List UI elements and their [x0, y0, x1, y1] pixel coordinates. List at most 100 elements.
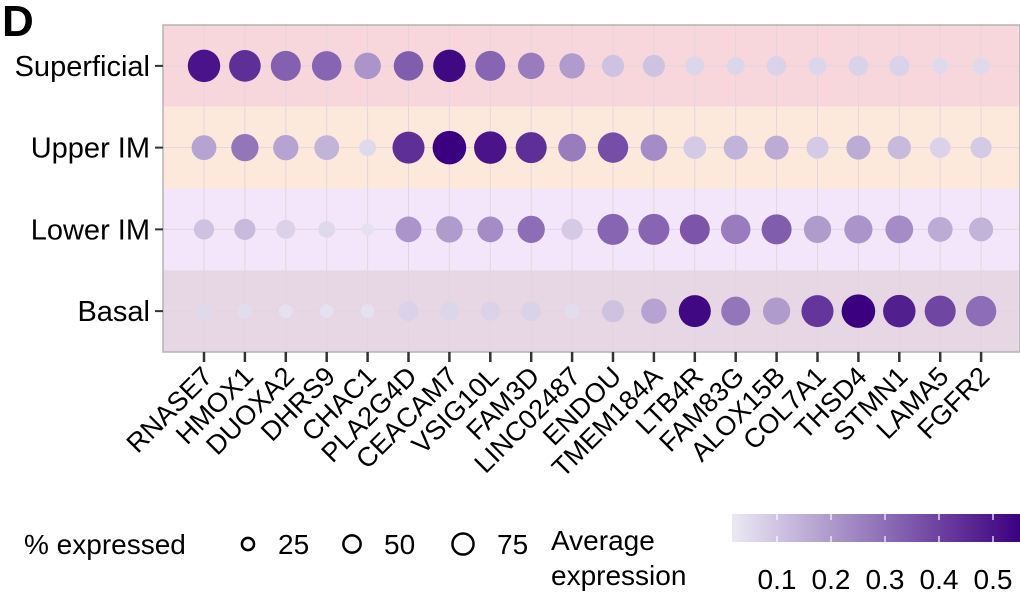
dot	[678, 295, 711, 328]
dot	[761, 214, 792, 245]
dot	[723, 135, 748, 160]
dot	[311, 51, 342, 81]
color-legend-title-line2: expression	[551, 560, 686, 591]
dot	[803, 215, 832, 244]
dot	[970, 137, 992, 159]
dot	[392, 131, 425, 164]
dot	[601, 300, 625, 323]
dot	[762, 297, 791, 325]
row-label: Superficial	[15, 51, 150, 83]
dot	[679, 214, 710, 245]
dot	[393, 51, 424, 81]
dot	[721, 296, 751, 326]
size-legend-circle	[240, 536, 256, 552]
dot	[808, 56, 827, 75]
color-legend-label: 0.3	[866, 564, 905, 595]
color-legend-label: 0.2	[812, 564, 851, 595]
dot	[848, 56, 869, 76]
dot	[924, 295, 956, 327]
dot	[276, 219, 296, 239]
dot	[683, 136, 707, 159]
dot	[193, 219, 215, 240]
dot	[515, 132, 547, 164]
dot	[319, 304, 334, 319]
dot	[231, 133, 259, 162]
dot	[932, 57, 949, 74]
dot	[846, 135, 871, 160]
dot	[521, 301, 542, 321]
plot-border	[162, 24, 1020, 353]
dot	[969, 217, 994, 242]
row-label: Basal	[77, 296, 150, 328]
dot	[965, 295, 997, 327]
dot	[642, 54, 665, 77]
dot	[318, 220, 336, 238]
color-legend-title-line1: Average	[551, 525, 655, 556]
size-legend-title: % expressed	[24, 529, 186, 560]
dot	[764, 135, 789, 160]
column-ticks	[202, 352, 983, 362]
dot	[726, 56, 745, 75]
dot	[641, 298, 667, 324]
dot	[436, 216, 463, 243]
dot	[927, 216, 953, 242]
dot	[517, 52, 545, 80]
row-labels: Superficial Upper IM Lower IM Basal	[15, 51, 163, 328]
dot	[195, 303, 213, 320]
dot	[887, 136, 911, 160]
dot	[972, 57, 990, 75]
dot	[806, 136, 829, 159]
dot	[597, 132, 629, 163]
dot	[559, 53, 585, 79]
dot	[841, 294, 876, 328]
dot	[278, 304, 293, 319]
color-legend-label: 0.1	[758, 564, 797, 595]
size-legend-circle	[342, 534, 362, 554]
dot	[929, 137, 951, 158]
dot	[517, 215, 545, 244]
color-legend: Average expression 0.1 0.2 0.3 0.4 0.5	[551, 514, 1020, 595]
dot	[270, 50, 301, 81]
dot	[477, 216, 504, 243]
dot	[558, 133, 586, 162]
dot	[766, 56, 787, 76]
dot	[359, 139, 377, 157]
dot	[432, 130, 467, 165]
dot	[685, 56, 705, 76]
dot	[234, 218, 256, 240]
dot	[640, 134, 668, 161]
size-legend-circle	[451, 532, 475, 556]
dot	[720, 214, 751, 245]
dot	[433, 49, 466, 83]
dot	[439, 301, 459, 321]
dot	[187, 49, 221, 83]
row-label: Upper IM	[31, 133, 150, 165]
dot	[475, 50, 506, 81]
dot	[597, 213, 629, 245]
dot	[801, 295, 834, 328]
size-legend-label: 50	[384, 529, 415, 560]
dot	[237, 303, 253, 319]
dots	[187, 49, 997, 328]
dot	[844, 215, 873, 244]
dot	[314, 135, 340, 161]
row-label: Lower IM	[31, 214, 150, 246]
dot	[229, 50, 261, 82]
dot	[360, 304, 375, 319]
dot	[480, 301, 500, 321]
dot	[561, 218, 583, 240]
dot	[354, 52, 381, 80]
dot	[361, 223, 374, 236]
dot	[191, 135, 217, 161]
dot	[395, 216, 422, 243]
size-legend: % expressed 25 50 75	[24, 529, 528, 560]
color-bar	[732, 514, 1020, 542]
size-legend-label: 75	[497, 529, 528, 560]
dot	[474, 131, 507, 164]
dot	[601, 54, 625, 77]
panel-label: D	[2, 0, 34, 46]
dot	[564, 303, 580, 319]
dot	[889, 55, 910, 77]
column-labels: RNASE7HMOX1DUOXA2DHRS9CHAC1PLA2G4DCEACAM…	[121, 361, 996, 483]
